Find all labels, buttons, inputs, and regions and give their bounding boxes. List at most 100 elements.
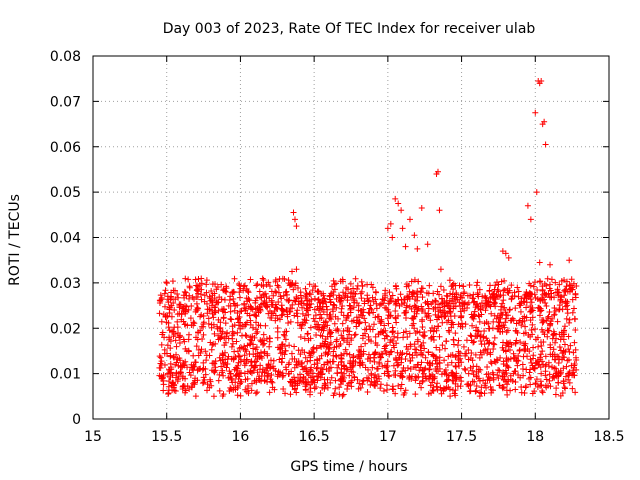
data-point xyxy=(443,338,450,345)
data-point xyxy=(237,308,244,315)
data-point xyxy=(565,346,572,353)
data-point xyxy=(286,342,293,349)
data-point xyxy=(458,312,465,319)
data-point xyxy=(176,302,183,309)
data-point xyxy=(453,370,460,377)
data-point xyxy=(484,363,491,370)
data-point xyxy=(219,350,226,357)
data-point xyxy=(477,332,484,339)
data-point xyxy=(225,353,232,360)
data-point xyxy=(538,370,545,377)
data-point xyxy=(540,296,547,303)
data-point xyxy=(314,360,321,367)
data-point xyxy=(430,336,437,343)
data-point xyxy=(174,330,181,337)
y-tick-label: 0.06 xyxy=(50,140,81,156)
data-point xyxy=(176,334,183,341)
data-point xyxy=(203,357,210,364)
data-point xyxy=(411,276,418,283)
data-point xyxy=(293,266,300,273)
data-point xyxy=(331,320,338,327)
data-point xyxy=(406,288,413,295)
data-point xyxy=(541,290,548,297)
data-point xyxy=(503,355,510,362)
data-point xyxy=(371,321,378,328)
x-tick-labels: 15 15.5 16 16.5 17 17.5 18 18.5 xyxy=(84,429,625,445)
data-point xyxy=(441,297,448,304)
data-point xyxy=(429,387,436,394)
data-point xyxy=(362,319,369,326)
data-point xyxy=(240,345,247,352)
data-point xyxy=(572,290,579,297)
data-point xyxy=(306,349,313,356)
data-point xyxy=(212,340,219,347)
data-point xyxy=(510,350,517,357)
data-point xyxy=(175,370,182,377)
data-point xyxy=(552,339,559,346)
data-point xyxy=(218,281,225,288)
data-point xyxy=(328,374,335,381)
data-point xyxy=(172,287,179,294)
data-point xyxy=(274,373,281,380)
data-point xyxy=(294,285,301,292)
data-point xyxy=(440,287,447,294)
data-point xyxy=(163,279,170,286)
data-point xyxy=(569,309,576,316)
data-point xyxy=(364,292,371,299)
data-point xyxy=(194,304,201,311)
x-tick-label: 16.5 xyxy=(299,429,330,445)
data-point xyxy=(169,382,176,389)
data-point xyxy=(449,298,456,305)
data-point xyxy=(557,336,564,343)
data-point xyxy=(319,366,326,373)
data-point xyxy=(295,347,302,354)
data-point xyxy=(418,205,425,212)
data-point xyxy=(392,301,399,308)
data-point xyxy=(506,306,513,313)
data-point xyxy=(414,328,421,335)
data-point xyxy=(241,370,248,377)
data-point xyxy=(350,285,357,292)
data-point xyxy=(565,370,572,377)
data-point xyxy=(301,365,308,372)
data-point xyxy=(282,347,289,354)
data-point xyxy=(419,324,426,331)
data-point xyxy=(403,343,410,350)
data-point xyxy=(572,389,579,396)
data-point xyxy=(386,373,393,380)
data-point xyxy=(192,276,199,283)
data-point xyxy=(252,299,259,306)
data-point xyxy=(562,303,569,310)
data-point xyxy=(315,288,322,295)
data-point xyxy=(546,322,553,329)
data-point xyxy=(350,304,357,311)
data-point xyxy=(550,312,557,319)
data-point xyxy=(302,285,309,292)
data-point xyxy=(527,216,534,223)
data-point xyxy=(385,372,392,379)
data-point xyxy=(473,368,480,375)
data-point xyxy=(538,77,545,84)
data-point xyxy=(331,344,338,351)
data-point xyxy=(299,310,306,317)
data-point xyxy=(556,281,563,288)
data-point xyxy=(514,284,521,291)
data-point xyxy=(460,290,467,297)
data-point xyxy=(426,372,433,379)
data-point xyxy=(358,278,365,285)
data-point xyxy=(539,348,546,355)
data-point xyxy=(330,277,337,284)
data-point xyxy=(537,339,544,346)
data-point xyxy=(219,308,226,315)
data-point xyxy=(279,306,286,313)
data-point xyxy=(490,318,497,325)
data-point xyxy=(327,364,334,371)
data-point xyxy=(338,354,345,361)
data-point xyxy=(195,329,202,336)
x-tick-label: 15.5 xyxy=(151,429,182,445)
data-point xyxy=(354,285,361,292)
data-point xyxy=(417,347,424,354)
data-point xyxy=(261,300,268,307)
data-point xyxy=(279,341,286,348)
data-point xyxy=(547,341,554,348)
